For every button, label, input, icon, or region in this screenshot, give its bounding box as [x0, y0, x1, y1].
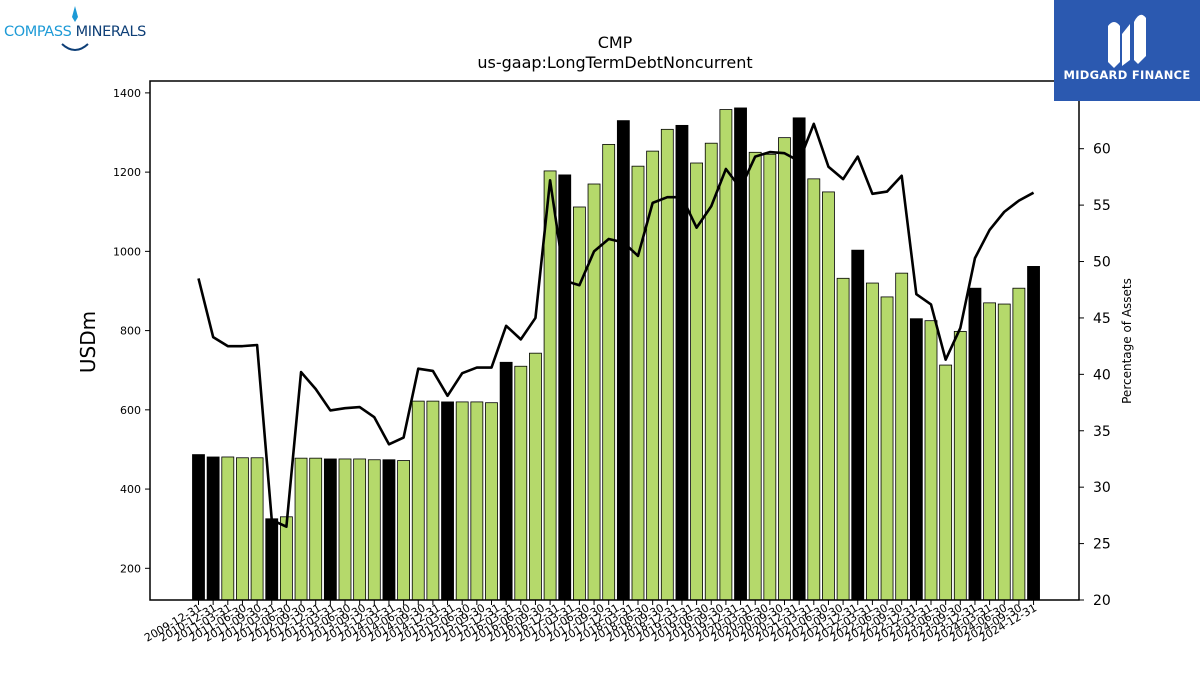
bar — [250, 457, 264, 601]
chart-title: CMP — [598, 33, 633, 52]
bar — [529, 352, 542, 601]
chart-subtitle: us-gaap:LongTermDebtNoncurrent — [477, 53, 752, 72]
bar — [880, 296, 894, 601]
bar — [206, 456, 220, 601]
bar — [470, 401, 484, 601]
y2-axis-label: Percentage of Assets — [1120, 278, 1134, 404]
bar — [792, 117, 806, 601]
bar — [367, 459, 381, 601]
bar — [411, 400, 425, 601]
brand-left-part2: MINERALS — [75, 24, 147, 40]
bar — [939, 364, 953, 601]
brand-right-name: MIDGARD FINANCE — [1063, 68, 1191, 82]
bar — [895, 272, 909, 601]
y2-tick-label: 45 — [1093, 311, 1111, 327]
y-tick-label: 1400 — [113, 87, 141, 100]
y-tick-label: 800 — [120, 325, 141, 338]
bar — [778, 137, 791, 601]
bar — [748, 151, 762, 601]
bar — [997, 303, 1011, 601]
bar — [1012, 287, 1026, 601]
y-axis-label: USDm — [76, 311, 100, 373]
bar — [192, 454, 205, 601]
y2-tick-label: 35 — [1093, 424, 1111, 440]
y-tick-label: 1000 — [113, 245, 141, 258]
bars-group — [192, 107, 1040, 601]
bar — [397, 460, 410, 601]
bar — [616, 120, 630, 601]
y-tick-label: 1200 — [113, 166, 141, 179]
bar — [631, 165, 645, 601]
bar — [763, 153, 777, 601]
bar — [485, 402, 498, 601]
line-group — [197, 122, 1035, 528]
y2-tick-label: 60 — [1093, 142, 1111, 158]
brand-left-part1: COMPASS — [4, 24, 72, 40]
bar — [572, 206, 586, 601]
bar — [236, 457, 249, 601]
bar — [558, 174, 572, 601]
bar — [543, 170, 557, 601]
y2-tick-label: 30 — [1093, 480, 1111, 496]
bar — [807, 178, 821, 601]
bar — [865, 282, 879, 601]
bar — [851, 249, 865, 601]
bar — [279, 516, 293, 601]
bar — [836, 277, 850, 601]
bar — [1027, 266, 1040, 601]
bar — [602, 143, 616, 601]
compass-icon — [61, 6, 89, 51]
assets-percentage-line — [197, 122, 1035, 528]
midgard-finance-logo: MIDGARD FINANCE — [1054, 0, 1200, 101]
y2-tick-label: 20 — [1093, 593, 1111, 609]
plot-frame — [149, 80, 1080, 601]
bar — [441, 401, 454, 601]
midgard-m-icon — [1108, 14, 1146, 68]
bar — [983, 302, 997, 601]
y2-tick-label: 55 — [1093, 198, 1111, 214]
bar — [909, 318, 923, 601]
y-tick-label: 400 — [120, 483, 141, 496]
bar — [382, 459, 396, 601]
compass-minerals-logo: COMPASS MINERALS — [4, 6, 146, 52]
y2-tick-label: 25 — [1093, 537, 1111, 553]
bar — [338, 458, 352, 601]
bar — [221, 456, 235, 601]
y2-tick-label: 50 — [1093, 255, 1111, 271]
y-axis-left: 200 400 600 800 1000 1200 1400 — [113, 87, 150, 575]
bar — [822, 191, 835, 601]
bar — [499, 361, 513, 601]
y-axis-right: 20 25 30 35 40 45 50 55 60 — [1079, 142, 1111, 609]
bar — [294, 457, 308, 601]
y-tick-label: 200 — [120, 562, 141, 575]
y-tick-label: 600 — [120, 404, 141, 417]
bar — [514, 365, 528, 601]
y2-tick-label: 40 — [1093, 367, 1111, 383]
x-axis: 2009-12-312010-12-312011-03-312011-06-30… — [142, 600, 1039, 645]
bar — [323, 458, 337, 601]
bar — [455, 401, 469, 601]
bar — [924, 320, 938, 601]
bar — [265, 518, 279, 601]
bar — [309, 457, 323, 601]
bar — [968, 287, 982, 601]
bar — [953, 330, 967, 601]
bar — [426, 400, 440, 601]
bar — [353, 458, 367, 601]
